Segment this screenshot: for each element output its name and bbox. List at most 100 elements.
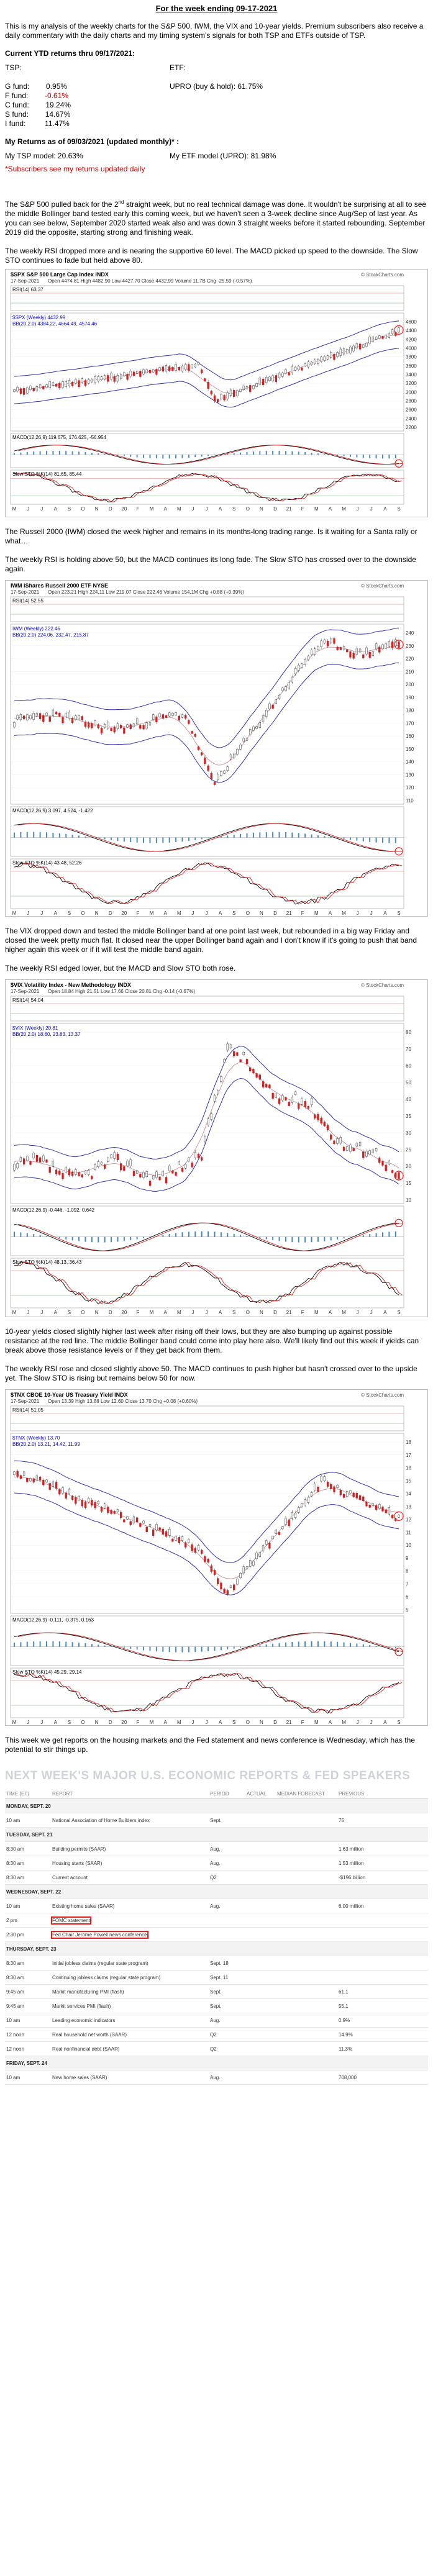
col-header: REPORT <box>51 1789 209 1799</box>
macd-histogram-bar <box>394 455 396 459</box>
calendar-td: Aug. <box>209 1841 245 1856</box>
x-tick-label: D <box>109 1720 112 1725</box>
macd-histogram-bar <box>65 1641 67 1647</box>
x-tick-label: J <box>191 506 194 512</box>
calendar-report-row: 10 am Leading economic indicators Aug. 0.9% <box>5 2013 428 2028</box>
x-tick-label: D <box>273 910 277 916</box>
candle-body <box>381 336 384 339</box>
candle-body <box>168 1166 171 1171</box>
candle-body <box>39 1476 42 1481</box>
candle-body <box>52 709 55 716</box>
calendar-report-row: 9:45 am Markit services PMI (flash) Sept. 5… <box>5 1998 428 2013</box>
macd-label: MACD(12,26,9) -0.111, -0.375, 0.163 <box>12 1617 94 1623</box>
calendar-td: FOMC statement <box>51 1913 209 1928</box>
x-tick-label: N <box>260 1310 263 1315</box>
macd-histogram-bar <box>91 453 93 455</box>
candle-body <box>87 1498 90 1503</box>
macd-histogram-bar <box>214 1646 216 1651</box>
candle-body <box>339 647 342 650</box>
candle-body <box>113 1511 116 1514</box>
col-header: TIME (ET) <box>5 1789 51 1799</box>
candle-body <box>262 378 265 386</box>
candle-body <box>162 1528 164 1535</box>
candle-body <box>103 1164 106 1169</box>
candle-body <box>84 722 87 727</box>
macd-histogram-bar <box>188 837 189 841</box>
candle-body <box>262 715 265 722</box>
macd-label: MACD(12,26,9) -0.446, -1.092, 0.642 <box>12 1207 95 1213</box>
macd-histogram-bar <box>356 455 358 458</box>
calendar-cell: 2 pm <box>6 1917 17 1923</box>
candle-body <box>388 640 391 646</box>
calendar-cell: 10 am <box>6 2074 21 2080</box>
calendar-td: 6.00 million <box>337 1898 428 1913</box>
calendar-td <box>276 1913 337 1928</box>
candle-body <box>178 367 180 371</box>
macd-histogram-bar <box>84 1236 86 1242</box>
candle-body <box>132 723 135 727</box>
candle-body <box>145 722 148 728</box>
calendar-cell: 12 noon <box>6 2031 24 2038</box>
candle-body <box>100 1161 103 1165</box>
candle-body <box>168 1529 171 1536</box>
candle-body <box>349 651 352 658</box>
candle-body <box>139 371 142 377</box>
macd-histogram-bar <box>311 834 312 838</box>
x-tick-label: D <box>109 1310 112 1315</box>
y-tick-label: 200 <box>406 682 414 687</box>
candle-body <box>213 1095 216 1102</box>
candle-body <box>162 1171 164 1176</box>
x-tick-label: J <box>40 910 43 916</box>
macd-histogram-bar <box>349 455 351 457</box>
candle-body <box>233 753 235 758</box>
macd-histogram-bar <box>343 1642 345 1647</box>
macd-histogram-bar <box>65 451 67 455</box>
vix-chart-svg: $VIX Volatility Index - New Methodology … <box>10 982 411 1315</box>
x-tick-label: J <box>357 1720 359 1725</box>
candle-body <box>275 375 277 383</box>
candle-body <box>258 378 261 385</box>
calendar-td <box>245 1998 276 2013</box>
y-tick-label: 70 <box>406 1046 411 1052</box>
macd-histogram-bar <box>240 452 242 455</box>
candle-body <box>16 1163 19 1169</box>
macd-histogram-bar <box>220 836 222 838</box>
calendar-td <box>276 2027 337 2042</box>
x-tick-label: J <box>40 1310 43 1315</box>
calendar-td: 9:45 am <box>5 1998 51 2013</box>
candle-body <box>158 713 161 717</box>
candle-body <box>191 365 193 368</box>
macd-histogram-bar <box>149 455 151 458</box>
macd-histogram-bar <box>369 455 371 458</box>
macd-histogram-bar <box>20 1232 22 1237</box>
candle-body <box>139 1173 142 1177</box>
candle-body <box>371 337 375 342</box>
candle-body <box>81 1500 83 1507</box>
macd-signal-line <box>17 1222 403 1251</box>
y-tick-label: 13 <box>406 1504 411 1510</box>
candle-body <box>129 1159 132 1166</box>
macd-histogram-bar <box>375 837 377 843</box>
calendar-td: Sept. 18 <box>209 1956 245 1971</box>
y-tick-label: 15 <box>406 1181 411 1186</box>
macd-histogram-bar <box>317 1236 319 1242</box>
candle-body <box>245 738 248 741</box>
candle-body <box>48 716 51 722</box>
calendar-cell: Markit services PMI (flash) <box>52 2003 111 2009</box>
candle-body <box>210 773 212 779</box>
candle-body <box>39 1157 42 1163</box>
macd-histogram-bar <box>39 832 41 838</box>
macd-histogram-bar <box>272 1236 274 1241</box>
calendar-cell: Aug. <box>210 1860 221 1866</box>
macd-histogram-bar <box>39 1641 41 1647</box>
candle-body <box>136 1170 139 1174</box>
macd-histogram-bar <box>26 1233 28 1237</box>
macd-histogram-bar <box>155 455 157 459</box>
candle-body <box>326 1125 329 1130</box>
y-tick-label: 50 <box>406 1080 411 1086</box>
candle-body <box>378 1158 381 1163</box>
x-tick-label: F <box>137 1310 140 1315</box>
macd-histogram-bar <box>278 1643 280 1647</box>
macd-histogram-bar <box>246 833 248 838</box>
y-tick-label: 6 <box>406 1594 409 1600</box>
